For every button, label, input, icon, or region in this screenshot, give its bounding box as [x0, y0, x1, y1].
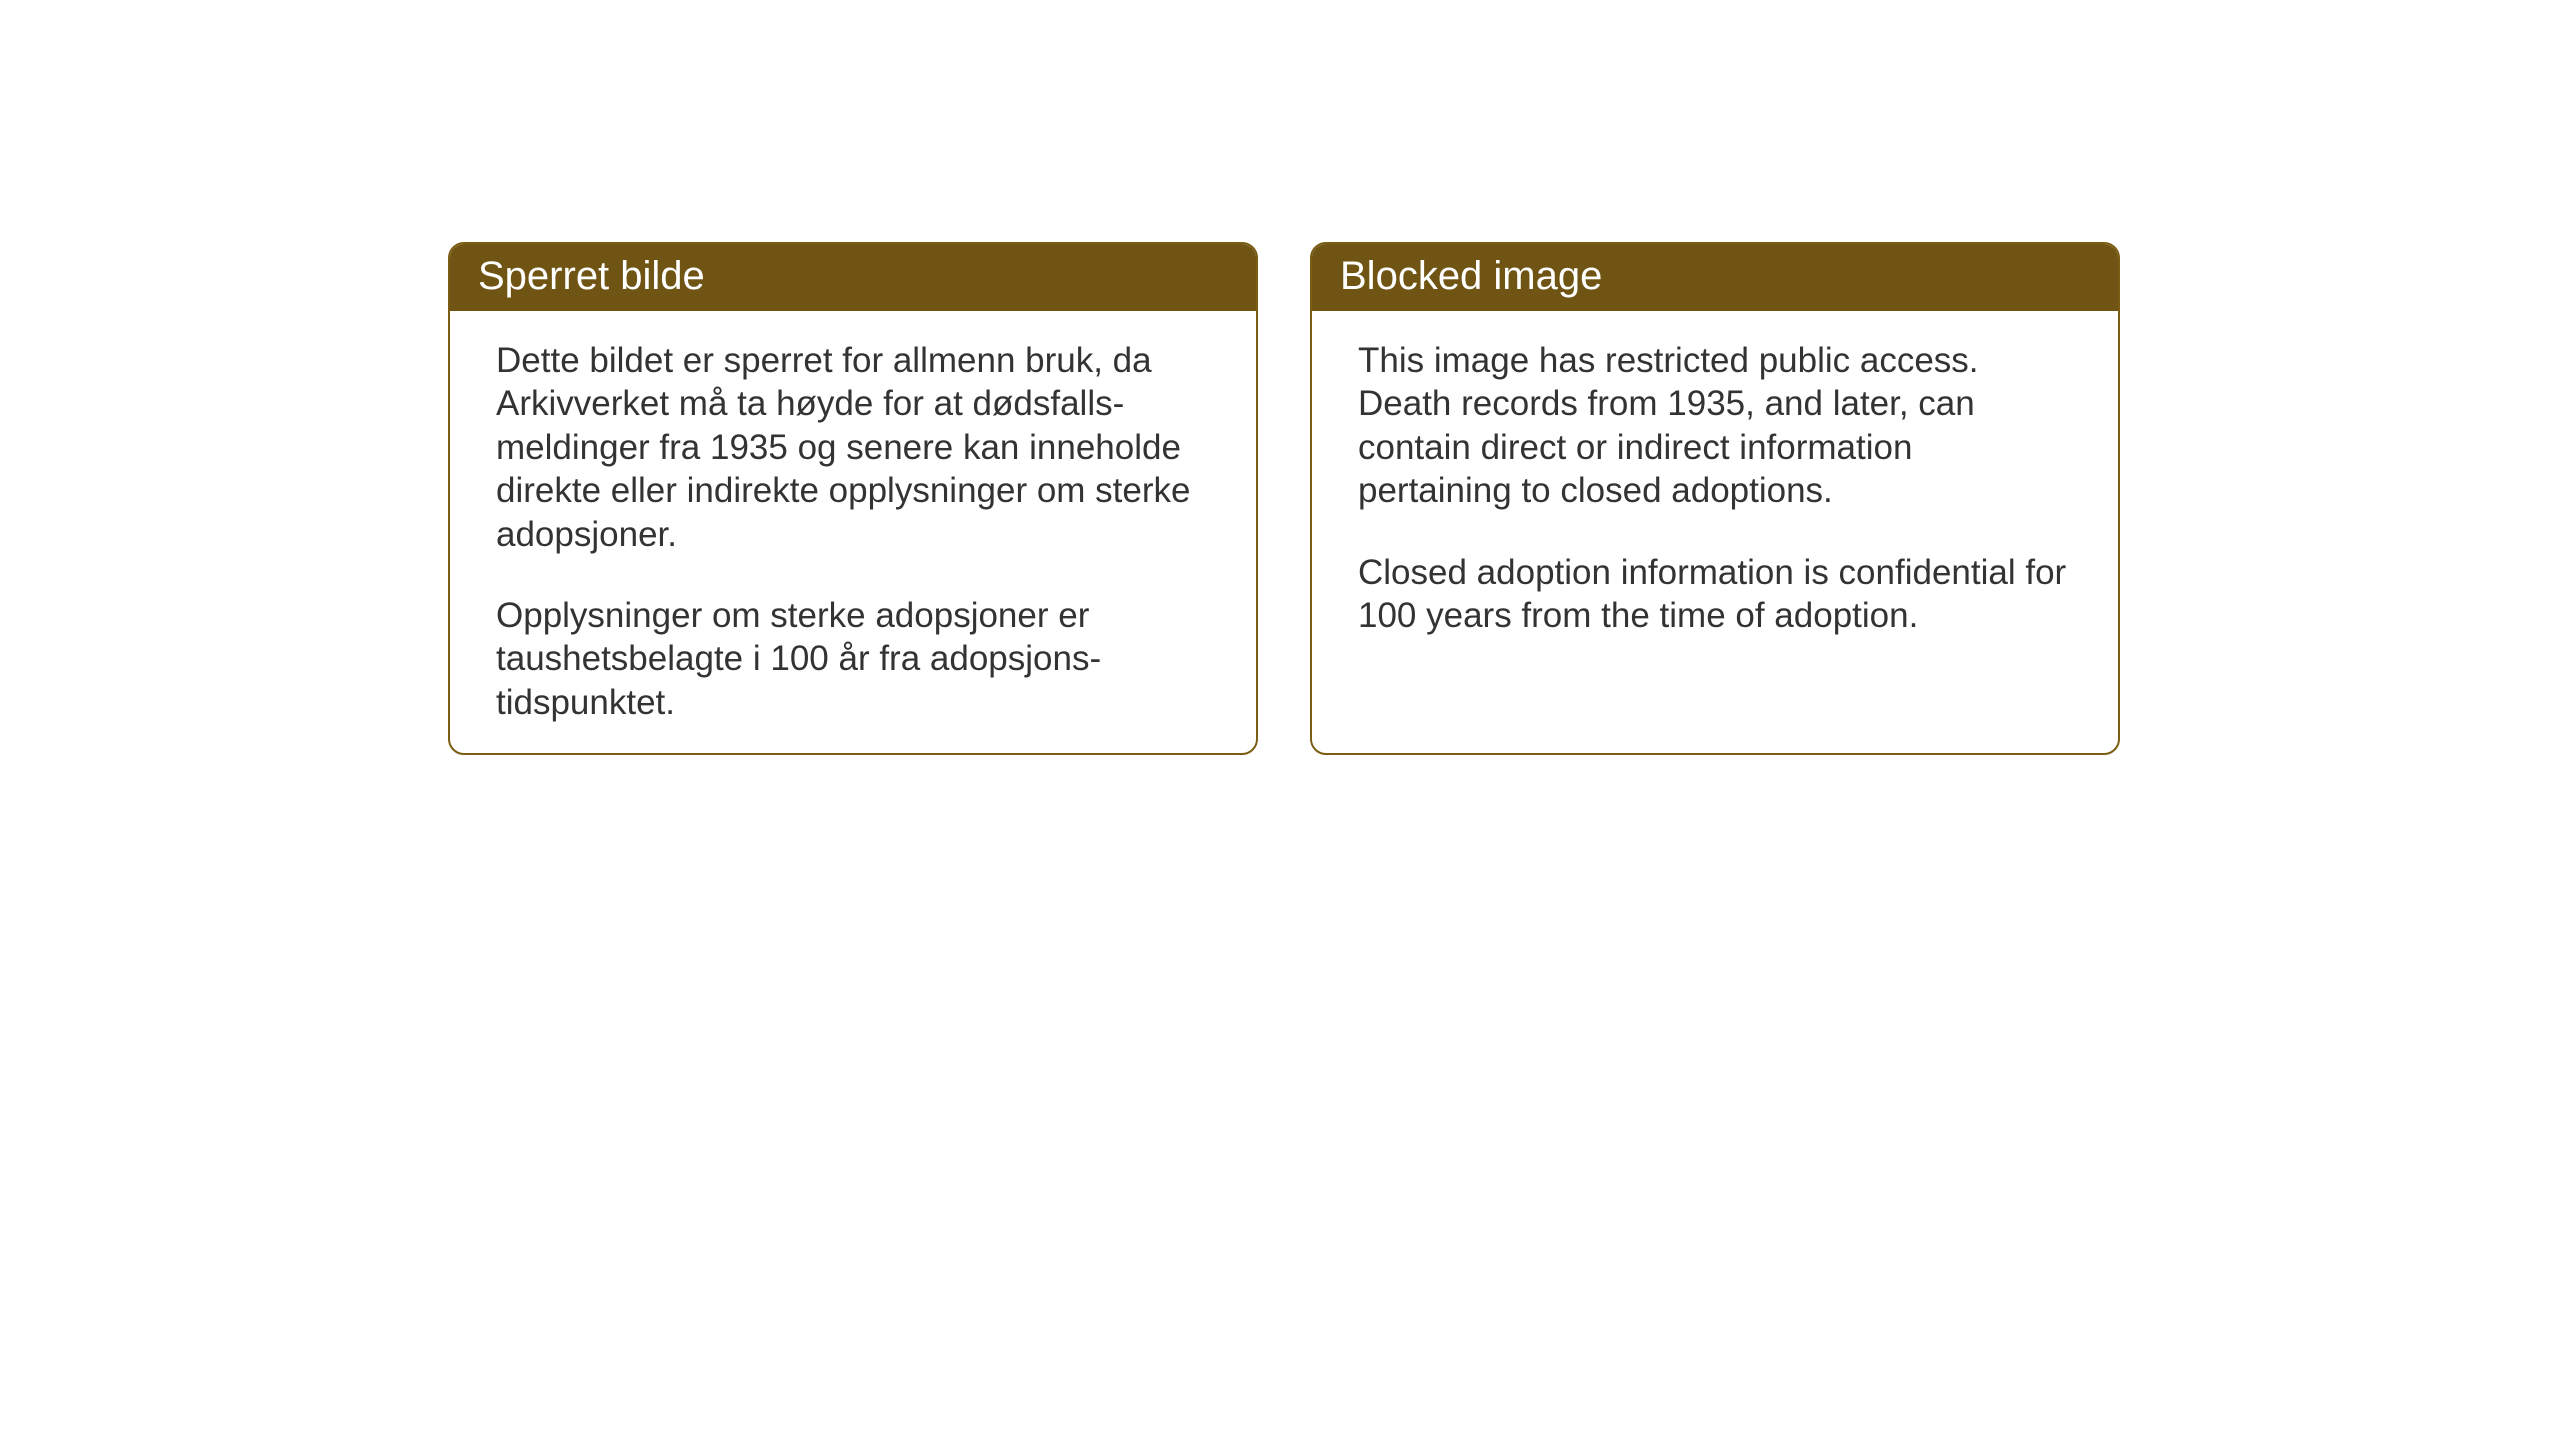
notice-header-english: Blocked image [1312, 244, 2118, 311]
notice-paragraph-2: Closed adoption information is confident… [1358, 551, 2072, 638]
notice-paragraph-2: Opplysninger om sterke adopsjoner er tau… [496, 594, 1210, 724]
notice-card-english: Blocked image This image has restricted … [1310, 242, 2120, 755]
notice-container: Sperret bilde Dette bildet er sperret fo… [448, 242, 2120, 755]
notice-body-english: This image has restricted public access.… [1312, 311, 2118, 677]
notice-header-norwegian: Sperret bilde [450, 244, 1256, 311]
notice-paragraph-1: Dette bildet er sperret for allmenn bruk… [496, 339, 1210, 556]
notice-paragraph-1: This image has restricted public access.… [1358, 339, 2072, 513]
notice-card-norwegian: Sperret bilde Dette bildet er sperret fo… [448, 242, 1258, 755]
notice-body-norwegian: Dette bildet er sperret for allmenn bruk… [450, 311, 1256, 755]
